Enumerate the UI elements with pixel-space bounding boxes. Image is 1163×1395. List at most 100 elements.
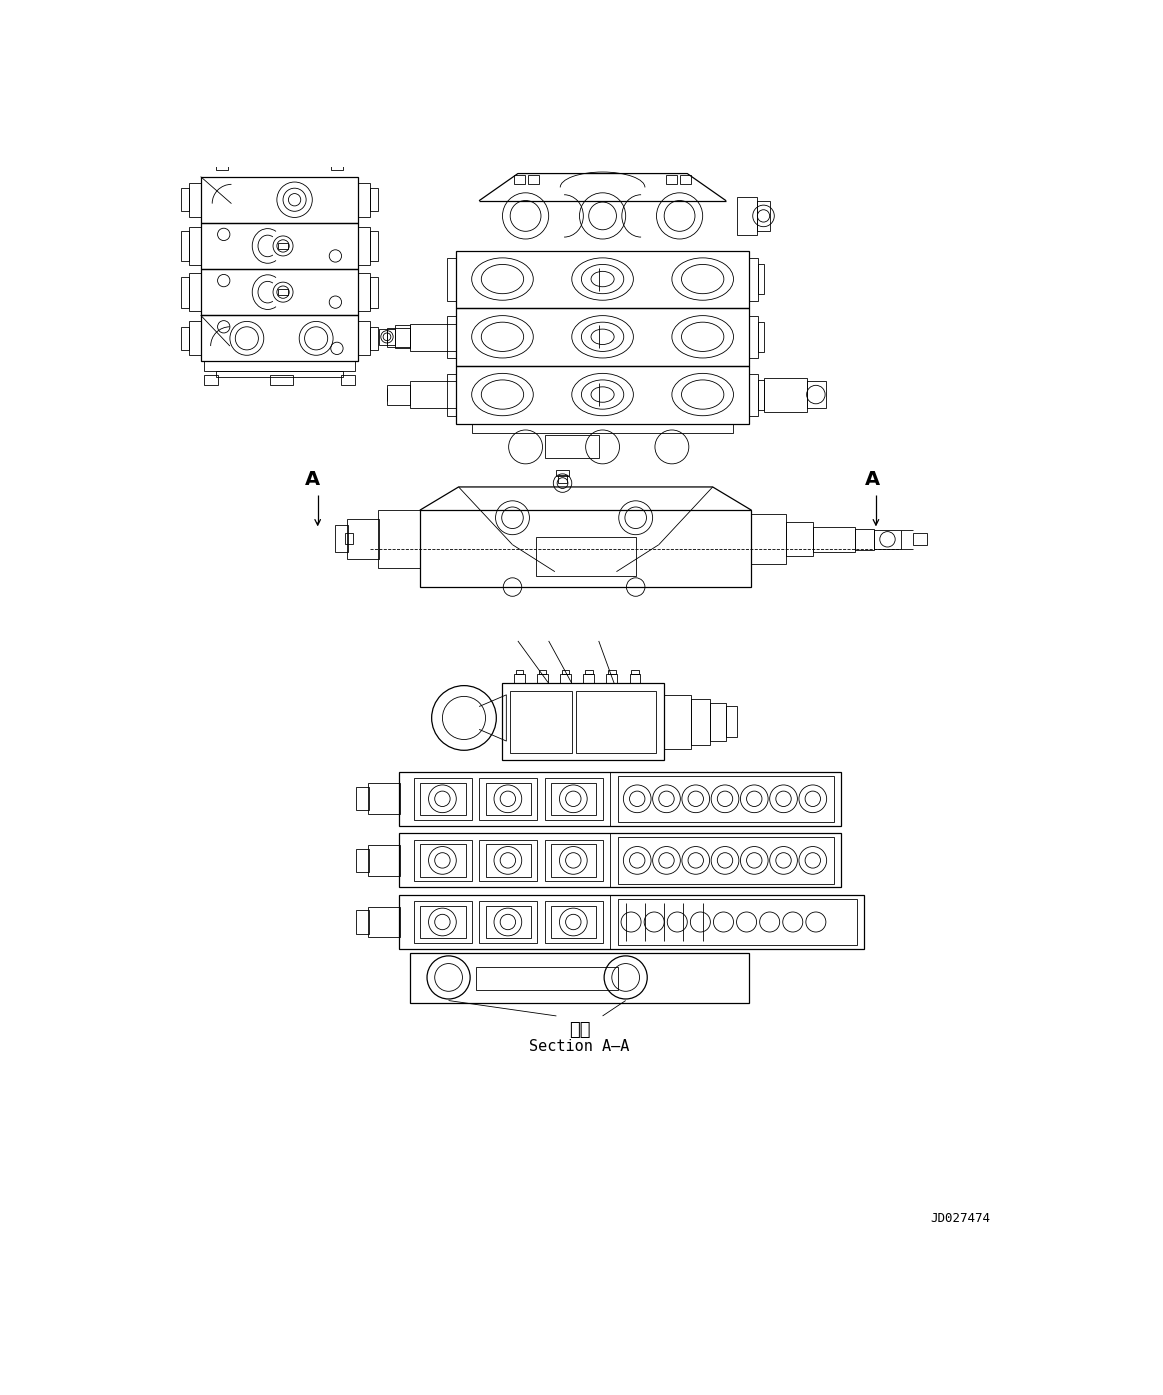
Bar — [399, 771, 841, 826]
Bar — [270, 375, 293, 385]
Bar — [278, 243, 287, 250]
Bar — [606, 674, 618, 684]
Bar — [420, 844, 465, 876]
Bar — [758, 322, 764, 352]
Bar — [556, 470, 569, 476]
Bar — [420, 511, 751, 587]
Bar — [333, 158, 341, 162]
Bar — [608, 670, 615, 674]
Bar — [585, 670, 593, 674]
Bar — [758, 379, 764, 410]
Bar — [807, 381, 826, 409]
Bar — [536, 537, 636, 576]
Bar — [514, 674, 525, 684]
Bar — [456, 308, 749, 365]
Bar — [370, 276, 378, 307]
Bar — [537, 674, 548, 684]
Bar — [414, 778, 472, 820]
Bar — [420, 905, 465, 939]
Bar — [561, 674, 571, 684]
Bar — [749, 317, 758, 359]
Bar — [420, 783, 465, 815]
Bar — [181, 230, 190, 261]
Bar — [341, 375, 355, 385]
Bar — [664, 695, 691, 749]
Bar — [356, 848, 370, 872]
Bar — [691, 699, 711, 745]
Bar — [190, 273, 201, 311]
Bar — [345, 533, 354, 544]
Bar — [356, 911, 370, 933]
Bar — [368, 907, 400, 937]
Bar — [485, 783, 531, 815]
Bar — [205, 375, 219, 385]
Bar — [544, 840, 602, 882]
Bar — [680, 176, 691, 184]
Text: A: A — [305, 470, 320, 488]
Bar — [399, 896, 864, 949]
Bar — [485, 844, 531, 876]
Bar — [181, 188, 190, 211]
Bar — [358, 227, 370, 265]
Bar — [757, 201, 770, 232]
Bar — [511, 691, 572, 752]
Bar — [411, 324, 456, 350]
Bar — [387, 385, 411, 405]
Bar — [584, 674, 594, 684]
Bar — [618, 837, 834, 883]
Bar — [562, 670, 570, 674]
Bar — [379, 329, 394, 345]
Bar — [479, 901, 537, 943]
Bar — [447, 374, 456, 416]
Bar — [666, 176, 677, 184]
Bar — [399, 833, 841, 887]
Bar — [358, 321, 370, 356]
Bar — [737, 197, 757, 236]
Text: JD027474: JD027474 — [930, 1212, 991, 1225]
Bar — [201, 315, 358, 361]
Bar — [447, 317, 456, 359]
Bar — [387, 328, 411, 347]
Bar — [618, 898, 857, 944]
Bar — [278, 289, 287, 296]
Bar — [347, 519, 379, 559]
Bar — [749, 258, 758, 300]
Bar — [216, 371, 343, 377]
Bar — [558, 476, 568, 483]
Bar — [414, 901, 472, 943]
Bar — [447, 258, 456, 300]
Bar — [875, 530, 901, 548]
Bar — [190, 227, 201, 265]
Bar — [368, 784, 400, 815]
Bar — [786, 522, 813, 557]
Bar — [913, 533, 927, 545]
Bar — [201, 223, 358, 269]
Bar — [544, 435, 599, 459]
Bar — [485, 905, 531, 939]
Bar — [813, 527, 855, 551]
Bar — [330, 162, 343, 170]
Bar — [632, 670, 638, 674]
Bar — [201, 269, 358, 315]
Bar — [726, 706, 737, 737]
Bar — [629, 674, 641, 684]
Bar — [456, 365, 749, 424]
Bar — [358, 273, 370, 311]
Bar — [476, 967, 618, 990]
Bar — [479, 840, 537, 882]
Bar — [528, 176, 538, 184]
Text: Section A–A: Section A–A — [529, 1039, 629, 1055]
Bar — [201, 177, 358, 223]
Bar — [190, 183, 201, 216]
Bar — [514, 176, 525, 184]
Bar — [544, 901, 602, 943]
Bar — [394, 325, 411, 349]
Bar — [551, 783, 597, 815]
Bar — [370, 326, 378, 350]
Bar — [515, 670, 523, 674]
Bar — [711, 703, 726, 741]
Bar — [758, 265, 764, 294]
Bar — [479, 778, 537, 820]
Bar — [219, 158, 226, 162]
Bar — [751, 513, 786, 564]
